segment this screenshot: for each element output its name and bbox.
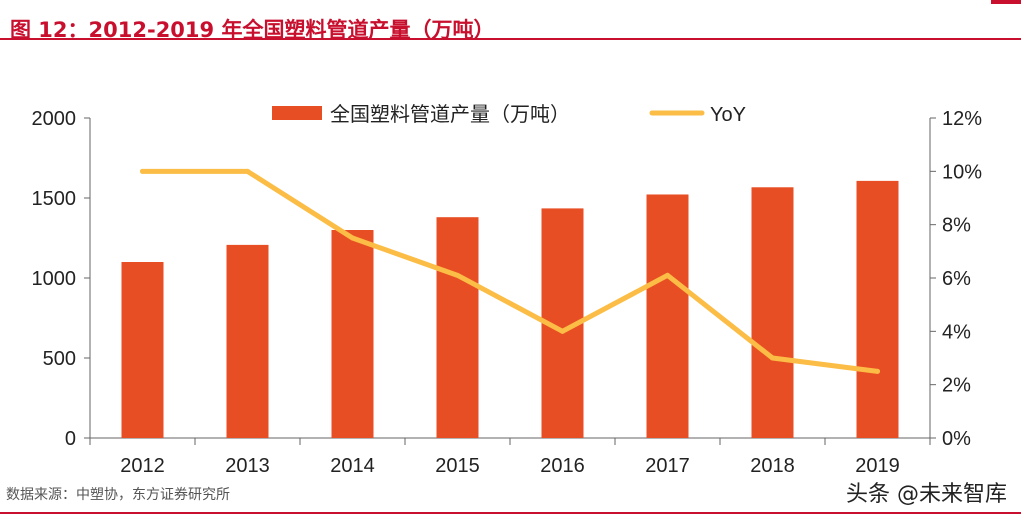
yoy-point [665,272,670,278]
left-y-axis: 0 500 1000 1500 2000 [32,108,91,450]
yoy-point [455,272,460,278]
watermark: 头条 @未来智库 [846,482,1007,507]
left-tick-label: 500 [43,348,76,370]
legend-bar-label: 全国塑料管道产量（万吨） [330,102,570,126]
legend-bar-swatch [272,106,322,120]
bar [436,217,479,438]
x-tick-label: 2013 [225,455,270,477]
left-tick-label: 0 [65,428,76,450]
left-tick-label: 1500 [32,188,77,210]
line-series [140,168,880,374]
bottom-divider [0,512,1021,514]
left-tick-label: 1000 [32,268,77,290]
x-tick-label: 2018 [750,455,795,477]
yoy-point [770,355,775,361]
right-tick-label: 2% [942,375,971,397]
bar [121,262,164,438]
right-tick-label: 0% [942,428,971,450]
x-tick-label: 2019 [855,455,900,477]
bar [331,230,374,438]
x-tick-label: 2016 [540,455,585,477]
x-tick-label: 2017 [645,455,690,477]
right-tick-label: 4% [942,321,971,343]
yoy-point [560,328,565,334]
right-tick-label: 6% [942,268,971,290]
bar [226,244,269,438]
right-tick-label: 12% [942,108,982,130]
bar [856,180,899,438]
yoy-point [350,235,355,241]
legend-line-label: YoY [710,104,746,126]
right-tick-label: 10% [942,161,982,183]
right-y-axis: 0% 2% 4% 6% 8% 10% 12% [929,108,982,450]
yoy-point [245,168,250,174]
yoy-point [875,368,880,374]
x-tick-label: 2012 [120,455,165,477]
yoy-point [140,168,145,174]
legend: 全国塑料管道产量（万吨） YoY [272,102,746,126]
left-tick-label: 2000 [32,108,77,130]
right-tick-label: 8% [942,215,971,237]
bar-series [121,180,899,438]
bar [646,194,689,438]
top-accent-bar [991,0,1021,4]
x-tick-label: 2015 [435,455,480,477]
bar [751,187,794,438]
x-axis: 2012 2013 2014 2015 2016 2017 2018 2019 [89,437,931,477]
x-tick-label: 2014 [330,455,375,477]
yoy-line [140,168,880,374]
source-note: 数据来源：中塑协，东方证券研究所 [6,487,230,503]
title-divider [0,38,1021,40]
